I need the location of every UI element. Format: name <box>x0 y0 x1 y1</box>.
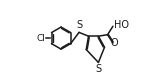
Text: S: S <box>95 64 101 74</box>
Text: Cl: Cl <box>36 34 45 43</box>
Text: HO: HO <box>114 20 129 30</box>
Text: S: S <box>76 20 82 30</box>
Text: O: O <box>111 38 119 48</box>
